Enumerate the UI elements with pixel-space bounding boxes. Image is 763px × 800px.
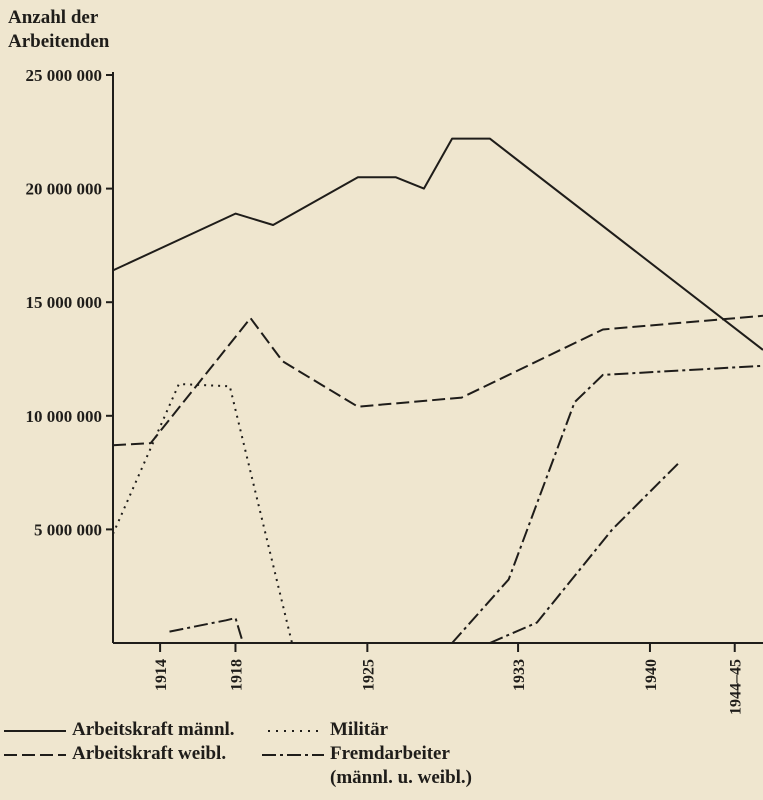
legend-right: Militär Fremdarbeiter (männl. u. weibl.) bbox=[262, 718, 472, 790]
legend-swatch-dashdot bbox=[262, 753, 324, 756]
legend-swatch-dashed bbox=[4, 753, 66, 756]
series-line-weibl bbox=[112, 314, 763, 447]
y-tick-label: 5 000 000 bbox=[34, 520, 102, 539]
legend-item-weibl: Arbeitskraft weibl. bbox=[4, 742, 235, 766]
legend-label-fremd-sub: (männl. u. weibl.) bbox=[330, 767, 472, 788]
y-tick-label: 20 000 000 bbox=[26, 180, 103, 199]
legend-item-militaer: Militär bbox=[262, 718, 472, 742]
legend-item-fremd: Fremdarbeiter bbox=[262, 742, 472, 766]
x-tick-label: 1918 bbox=[228, 659, 245, 691]
x-tick-label: 1933 bbox=[511, 659, 528, 691]
y-tick-label: 25 000 000 bbox=[26, 66, 103, 85]
y-tick-label: 15 000 000 bbox=[26, 293, 103, 312]
legend-left: Arbeitskraft männl. Arbeitskraft weibl. bbox=[4, 718, 235, 766]
series-line-maennl bbox=[112, 137, 763, 351]
series-line-fremd bbox=[169, 364, 763, 644]
legend-label-fremd: Fremdarbeiter bbox=[330, 743, 450, 764]
x-tick-label: 1944–45 bbox=[728, 659, 745, 715]
legend-item-fremd-sub: (männl. u. weibl.) bbox=[262, 766, 472, 790]
y-tick-label: 10 000 000 bbox=[26, 407, 103, 426]
x-tick-label: 1925 bbox=[360, 659, 377, 691]
chart-axes bbox=[112, 72, 763, 644]
y-axis-title-line-1: Anzahl der bbox=[8, 7, 99, 28]
legend-label-maennl: Arbeitskraft männl. bbox=[72, 719, 235, 740]
x-tick-label: 1940 bbox=[643, 659, 660, 691]
chart-ticks: 25 000 000 20 000 000 15 000 000 10 000 000… bbox=[26, 66, 745, 715]
legend-label-militaer: Militär bbox=[330, 719, 389, 740]
x-tick-label: 1914 bbox=[153, 659, 170, 691]
chart-series bbox=[112, 137, 763, 644]
legend-item-maennl: Arbeitskraft männl. bbox=[4, 718, 235, 742]
legend-label-weibl: Arbeitskraft weibl. bbox=[72, 743, 227, 764]
series-line-militaer bbox=[112, 383, 293, 644]
legend-swatch-solid bbox=[4, 729, 66, 732]
legend-swatch-dotted bbox=[268, 729, 320, 732]
y-axis-title: Anzahl der Arbeitenden bbox=[8, 6, 109, 54]
y-axis-title-line-2: Arbeitenden bbox=[8, 31, 110, 52]
